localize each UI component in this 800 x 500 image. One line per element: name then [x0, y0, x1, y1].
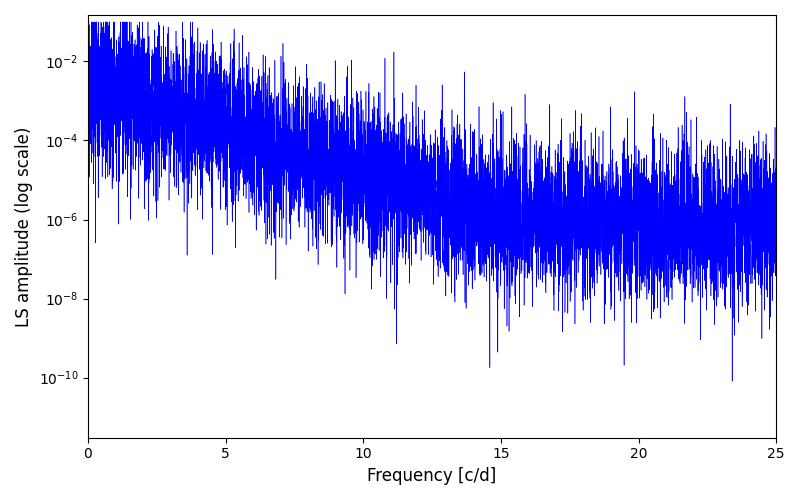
- Y-axis label: LS amplitude (log scale): LS amplitude (log scale): [15, 126, 33, 326]
- X-axis label: Frequency [c/d]: Frequency [c/d]: [367, 467, 497, 485]
